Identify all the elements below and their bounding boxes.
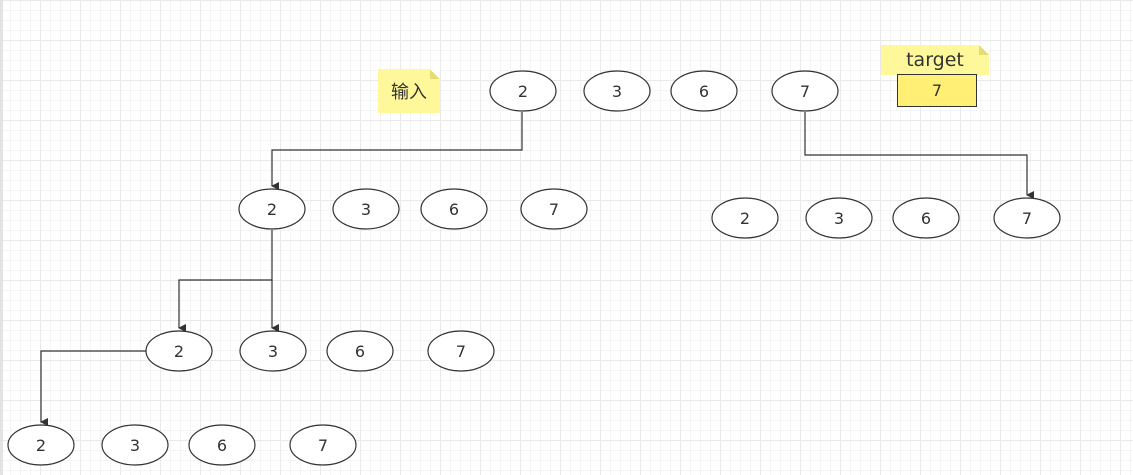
node-branch-a-3[interactable]: 7 xyxy=(520,188,588,230)
node-branch-d-3[interactable]: 7 xyxy=(289,424,357,466)
node-label: 3 xyxy=(834,209,844,228)
node-label: 7 xyxy=(800,82,810,101)
node-branch-b-3[interactable]: 7 xyxy=(993,197,1061,239)
node-label: 6 xyxy=(449,200,459,219)
node-label: 2 xyxy=(174,342,184,361)
node-label: 6 xyxy=(699,82,709,101)
edge-branch-c-to-d xyxy=(40,350,146,426)
row-root: 2 3 6 7 xyxy=(489,70,839,112)
edge-root-to-branch-a xyxy=(271,112,523,190)
node-label: 2 xyxy=(518,82,528,101)
canvas-left-border xyxy=(0,0,3,475)
node-label: 6 xyxy=(921,209,931,228)
node-branch-a-1[interactable]: 3 xyxy=(332,188,400,230)
target-value: 7 xyxy=(931,81,943,100)
node-label: 6 xyxy=(217,436,227,455)
node-label: 3 xyxy=(612,82,622,101)
input-note[interactable]: 输入 xyxy=(378,69,440,113)
node-branch-b-2[interactable]: 6 xyxy=(892,197,960,239)
node-root-2[interactable]: 6 xyxy=(670,70,738,112)
node-branch-d-1[interactable]: 3 xyxy=(101,424,169,466)
node-branch-b-1[interactable]: 3 xyxy=(805,197,873,239)
row-branch-b: 2 3 6 7 xyxy=(711,197,1061,239)
node-branch-c-1[interactable]: 3 xyxy=(239,330,307,372)
node-branch-a-2[interactable]: 6 xyxy=(420,188,488,230)
node-label: 7 xyxy=(1022,209,1032,228)
node-label: 7 xyxy=(318,436,328,455)
node-root-0[interactable]: 2 xyxy=(489,70,557,112)
node-branch-c-3[interactable]: 7 xyxy=(427,330,495,372)
node-branch-d-0[interactable]: 2 xyxy=(7,424,75,466)
row-branch-d: 2 3 6 7 xyxy=(7,424,357,466)
node-label: 3 xyxy=(130,436,140,455)
target-note[interactable]: target xyxy=(881,45,989,75)
node-label: 6 xyxy=(355,342,365,361)
node-branch-c-0[interactable]: 2 xyxy=(145,330,213,372)
row-branch-a: 2 3 6 7 xyxy=(238,188,588,230)
note-fold-icon xyxy=(430,69,440,79)
target-value-box[interactable]: 7 xyxy=(897,74,977,107)
node-branch-d-2[interactable]: 6 xyxy=(188,424,256,466)
node-branch-c-2[interactable]: 6 xyxy=(326,330,394,372)
note-fold-icon xyxy=(979,45,989,55)
node-branch-a-0[interactable]: 2 xyxy=(238,188,306,230)
node-label: 7 xyxy=(549,200,559,219)
row-branch-c: 2 3 6 7 xyxy=(145,330,495,372)
node-label: 2 xyxy=(36,436,46,455)
target-note-label: target xyxy=(906,49,964,71)
node-label: 2 xyxy=(267,200,277,219)
node-label: 3 xyxy=(361,200,371,219)
node-root-1[interactable]: 3 xyxy=(583,70,651,112)
edge-branch-a-to-c-first xyxy=(178,230,273,332)
node-label: 2 xyxy=(740,209,750,228)
node-label: 3 xyxy=(268,342,278,361)
node-branch-b-0[interactable]: 2 xyxy=(711,197,779,239)
node-root-3[interactable]: 7 xyxy=(771,70,839,112)
input-note-label: 输入 xyxy=(391,82,427,103)
edge-root-to-branch-b xyxy=(804,112,1034,199)
node-label: 7 xyxy=(456,342,466,361)
